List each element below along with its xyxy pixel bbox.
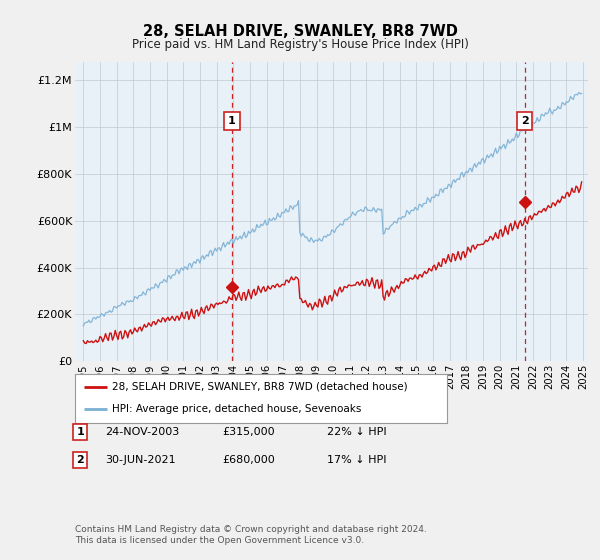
Text: 22% ↓ HPI: 22% ↓ HPI	[327, 427, 386, 437]
Text: 1: 1	[228, 116, 236, 126]
Text: 30-JUN-2021: 30-JUN-2021	[105, 455, 176, 465]
Text: 28, SELAH DRIVE, SWANLEY, BR8 7WD: 28, SELAH DRIVE, SWANLEY, BR8 7WD	[143, 24, 457, 39]
Text: Price paid vs. HM Land Registry's House Price Index (HPI): Price paid vs. HM Land Registry's House …	[131, 38, 469, 51]
Text: £680,000: £680,000	[222, 455, 275, 465]
Text: HPI: Average price, detached house, Sevenoaks: HPI: Average price, detached house, Seve…	[112, 404, 362, 414]
Text: Contains HM Land Registry data © Crown copyright and database right 2024.: Contains HM Land Registry data © Crown c…	[75, 525, 427, 534]
Text: 2: 2	[76, 455, 84, 465]
Text: 24-NOV-2003: 24-NOV-2003	[105, 427, 179, 437]
Text: £315,000: £315,000	[222, 427, 275, 437]
Text: This data is licensed under the Open Government Licence v3.0.: This data is licensed under the Open Gov…	[75, 536, 364, 545]
Text: 1: 1	[76, 427, 84, 437]
Text: 28, SELAH DRIVE, SWANLEY, BR8 7WD (detached house): 28, SELAH DRIVE, SWANLEY, BR8 7WD (detac…	[112, 382, 408, 392]
Text: 2: 2	[521, 116, 529, 126]
Text: 17% ↓ HPI: 17% ↓ HPI	[327, 455, 386, 465]
